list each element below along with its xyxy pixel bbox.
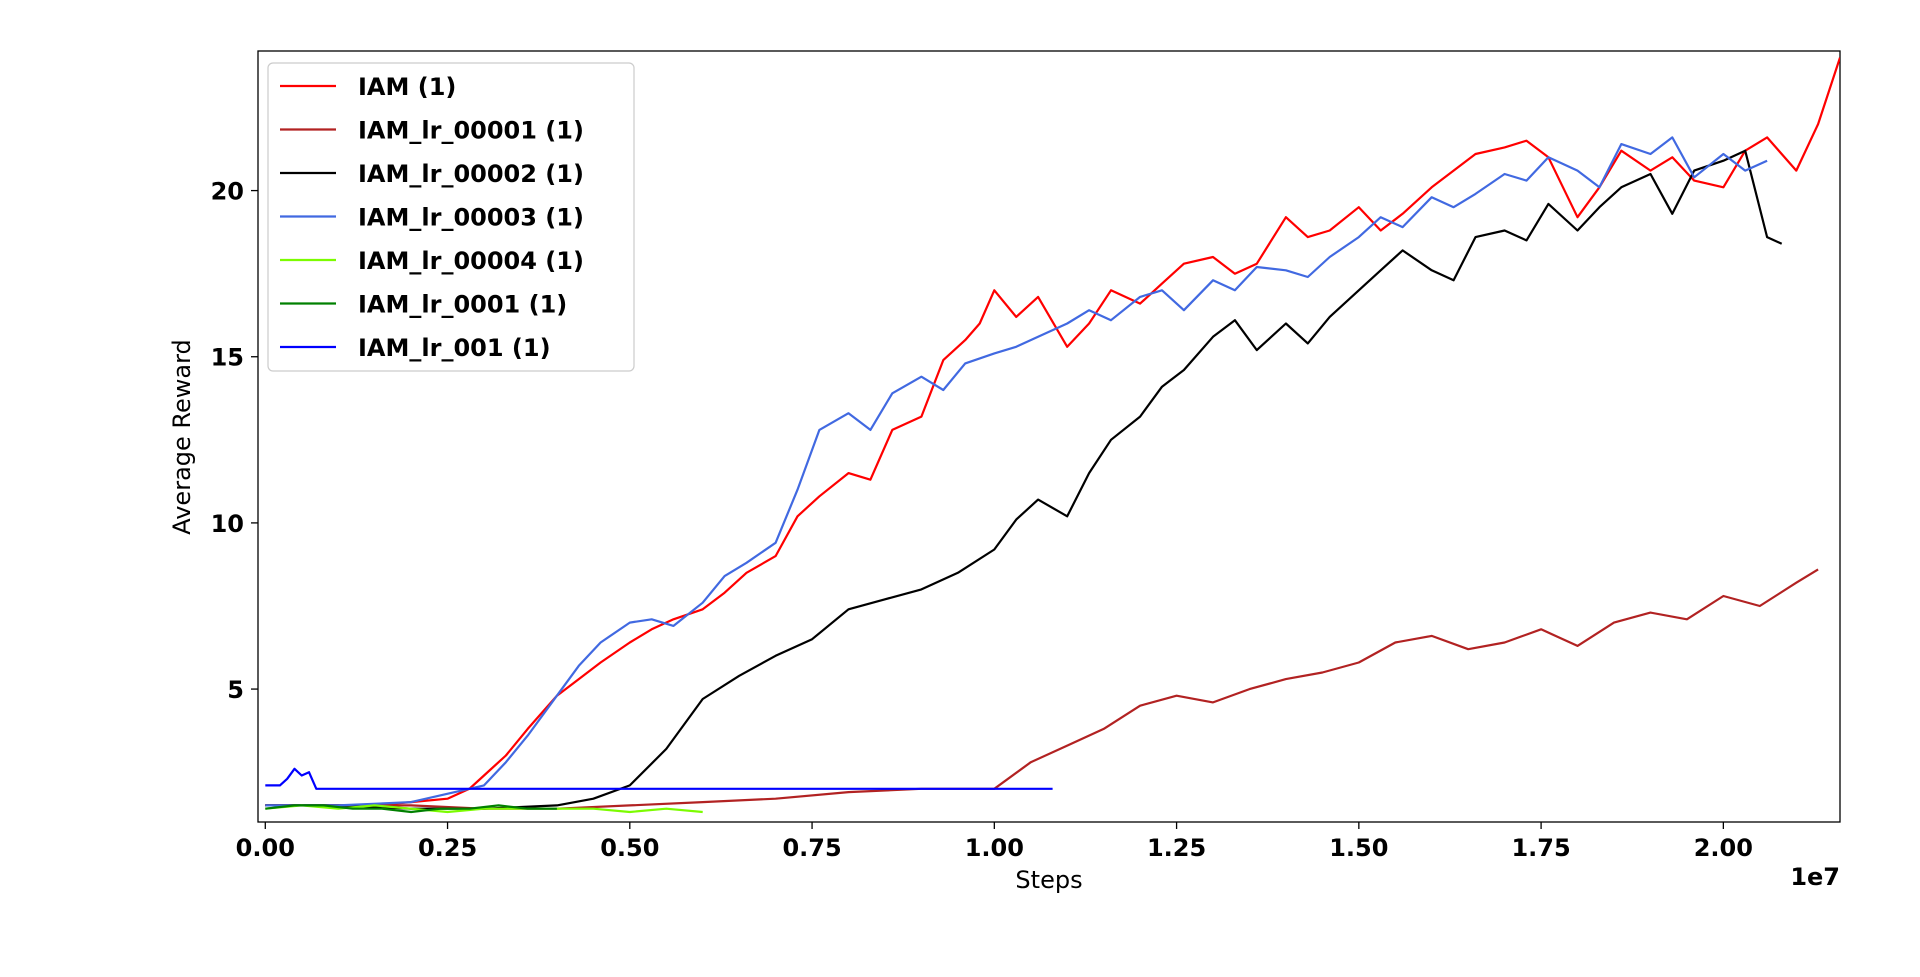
legend-box <box>267 62 635 372</box>
legend-label-1: IAM (1) <box>358 73 456 101</box>
x-axis: 0.00 0.25 0.50 0.75 1.00 1.25 1.50 1.75 2.00 <box>236 822 1753 862</box>
y-tick-label-1: 10 <box>211 510 244 538</box>
x-tick-label-7: 1.75 <box>1511 834 1570 862</box>
series-line-6 <box>265 804 557 814</box>
series-line-1 <box>265 57 1840 807</box>
legend: IAM (1) IAM_lr_00001 (1) IAM_lr_00002 (1) I… <box>267 62 635 372</box>
y-tick-label-3: 20 <box>211 178 244 206</box>
x-tick-label-6: 1.50 <box>1329 834 1388 862</box>
legend-label-2: IAM_lr_00001 (1) <box>358 117 584 145</box>
y-axis-label: Average Reward <box>168 339 196 535</box>
series-line-3 <box>265 149 1783 810</box>
x-tick-label-1: 0.25 <box>418 834 477 862</box>
series-line-7 <box>265 767 1053 790</box>
series-layer <box>265 57 1840 814</box>
x-tick-label-2: 0.50 <box>600 834 659 862</box>
x-tick-label-3: 0.75 <box>782 834 841 862</box>
x-tick-label-8: 2.00 <box>1694 834 1753 862</box>
x-tick-label-5: 1.25 <box>1147 834 1206 862</box>
series-line-4 <box>265 136 1768 807</box>
y-tick-label-0: 5 <box>227 676 244 704</box>
legend-label-5: IAM_lr_00004 (1) <box>358 247 584 275</box>
x-axis-label: Steps <box>1015 866 1082 894</box>
x-tick-label-0: 0.00 <box>236 834 295 862</box>
series-line-2 <box>265 568 1819 810</box>
legend-label-6: IAM_lr_0001 (1) <box>358 291 567 319</box>
legend-label-3: IAM_lr_00002 (1) <box>358 160 584 188</box>
y-axis: 5 10 15 20 <box>211 178 258 704</box>
legend-label-7: IAM_lr_001 (1) <box>358 334 551 362</box>
x-tick-label-4: 1.00 <box>965 834 1024 862</box>
series-line-5 <box>265 804 703 814</box>
y-tick-label-2: 15 <box>211 344 244 372</box>
legend-label-4: IAM_lr_00003 (1) <box>358 204 584 232</box>
x-offset-label: 1e7 <box>1790 863 1840 891</box>
